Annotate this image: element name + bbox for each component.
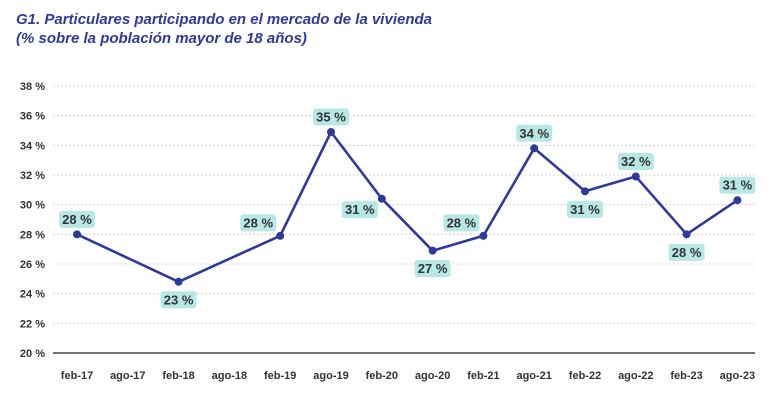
x-tick-label: feb-20: [366, 370, 398, 382]
y-tick-label: 26 %: [20, 259, 45, 271]
chart-title: G1. Particulares participando en el merc…: [16, 11, 432, 28]
data-label: 28 %: [240, 214, 277, 232]
x-tick-label: feb-19: [264, 370, 296, 382]
data-label-bg: [668, 243, 705, 261]
y-tick-label: 32 %: [20, 170, 45, 182]
data-label-text: 31 %: [723, 178, 753, 193]
data-label-bg: [160, 291, 197, 309]
data-label: 28 %: [59, 210, 95, 228]
data-label-text: 27 %: [418, 261, 448, 276]
data-point: [276, 231, 285, 240]
data-point: [682, 230, 691, 239]
data-point: [733, 196, 742, 205]
data-label-bg: [240, 214, 277, 232]
data-label-text: 31 %: [570, 202, 600, 217]
x-tick-label: ago-21: [516, 370, 551, 382]
data-label-text: 28 %: [672, 245, 702, 260]
data-point: [73, 230, 81, 239]
data-label-text: 32 %: [621, 154, 651, 169]
y-tick-label: 22 %: [20, 318, 45, 330]
data-point: [174, 277, 183, 286]
data-label-text: 23 %: [164, 292, 194, 307]
x-axis-ticks: feb-17 ago-17 feb-18 ago-18 feb-19 ago-19 feb-…: [61, 370, 755, 382]
data-label: 23 %: [160, 291, 197, 309]
x-tick-label: feb-22: [569, 370, 601, 382]
chart-subtitle: (% sobre la población mayor de 18 años): [16, 30, 307, 47]
data-point: [631, 172, 640, 181]
data-point: [530, 144, 539, 153]
data-label-bg: [516, 124, 553, 142]
data-label-text: 31 %: [345, 202, 375, 217]
y-tick-label: 28 %: [20, 229, 45, 241]
x-tick-label: ago-20: [415, 370, 450, 382]
data-label: 28 %: [443, 214, 480, 232]
series-line: [76, 130, 739, 284]
data-labels: 28 % 23 % 28 % 35 % 31 % 27 % 28 % 34 % 31 % 32 %…: [59, 108, 756, 309]
x-tick-label: ago-23: [720, 370, 755, 382]
data-point: [327, 127, 335, 136]
data-label-bg: [59, 210, 95, 228]
data-label: 32 %: [617, 152, 654, 170]
y-tick-label: 34 %: [20, 140, 45, 152]
x-tick-label: ago-18: [212, 370, 247, 382]
data-label-bg: [341, 201, 378, 219]
x-tick-label: ago-17: [110, 370, 145, 382]
data-point: [479, 231, 488, 240]
y-tick-label: 30 %: [20, 200, 45, 212]
x-tick-label: ago-22: [618, 370, 653, 382]
data-label-bg: [414, 260, 451, 278]
data-point: [581, 187, 589, 196]
y-tick-label: 20 %: [20, 348, 45, 360]
grid-lines: [53, 85, 755, 324]
chart-title-block: G1. Particulares participando en el merc…: [16, 10, 432, 48]
data-label: 34 %: [516, 124, 553, 142]
data-label: 31 %: [719, 176, 756, 194]
y-tick-label: 38 %: [20, 81, 45, 93]
data-point: [377, 194, 386, 203]
x-tick-label: feb-21: [467, 370, 499, 382]
data-label: 31 %: [341, 201, 378, 219]
data-label-text: 28 %: [447, 215, 477, 230]
data-label-text: 28 %: [62, 212, 92, 227]
y-tick-label: 36 %: [20, 111, 45, 123]
data-label: 28 %: [668, 243, 705, 261]
data-label-bg: [567, 200, 603, 218]
data-label-bg: [313, 108, 349, 126]
x-tick-label: feb-17: [61, 370, 93, 382]
x-tick-label: feb-23: [670, 370, 702, 382]
data-label-bg: [719, 176, 756, 194]
y-tick-label: 24 %: [20, 289, 45, 301]
data-point: [428, 246, 437, 255]
data-label-text: 35 %: [316, 109, 346, 124]
x-tick-label: ago-19: [313, 370, 348, 382]
data-label-bg: [617, 152, 654, 170]
data-label: 27 %: [414, 260, 451, 278]
y-axis-ticks: 20 % 22 % 24 % 26 % 28 % 30 % 32 % 34 % 36 % 38 %: [20, 81, 45, 360]
data-label-bg: [443, 214, 480, 232]
data-label-text: 34 %: [519, 126, 549, 141]
data-label-text: 28 %: [243, 215, 273, 230]
data-label: 31 %: [567, 200, 603, 218]
data-points: [73, 127, 742, 286]
x-tick-label: feb-18: [162, 370, 194, 382]
data-label: 35 %: [313, 108, 349, 126]
